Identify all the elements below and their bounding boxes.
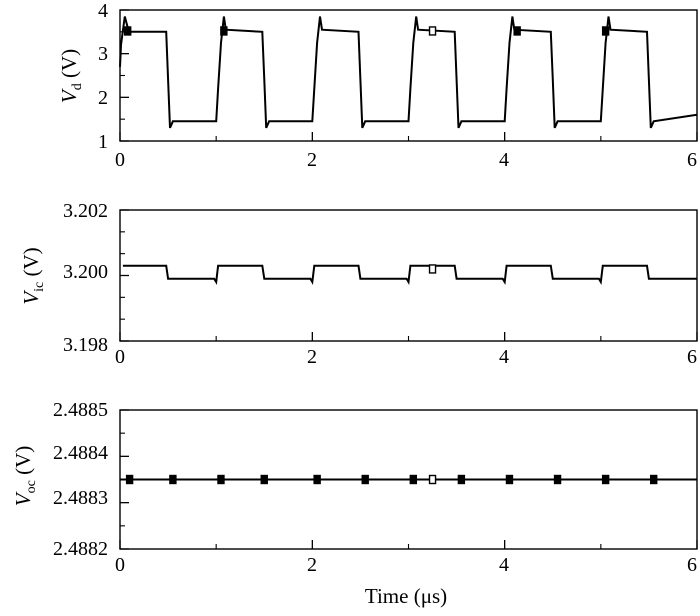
data-marker xyxy=(169,474,177,485)
panel-vic: 3.198 3.200 3.202 0 2 4 6 Vic (V) xyxy=(19,200,698,368)
panel-vd: 1 2 3 4 0 2 4 6 Vd (V) xyxy=(57,0,698,171)
y-axis-title: Vd (V) xyxy=(57,49,85,103)
data-marker xyxy=(220,26,228,36)
x-tick-label: 4 xyxy=(499,346,509,368)
x-tick-label: 0 xyxy=(115,149,125,171)
data-marker xyxy=(260,474,268,485)
data-marker xyxy=(553,474,562,485)
x-tick-label: 0 xyxy=(115,554,125,576)
x-tick-label: 2 xyxy=(307,554,317,576)
y-tick-label: 4 xyxy=(98,0,108,22)
y-tick-label: 2.4883 xyxy=(53,487,108,509)
data-marker xyxy=(313,474,321,485)
y-tick-label: 2 xyxy=(98,87,108,109)
data-marker xyxy=(457,474,466,485)
data-marker xyxy=(601,474,610,485)
data-marker xyxy=(428,26,437,36)
x-tick-label: 6 xyxy=(687,149,697,171)
x-tick-label: 2 xyxy=(307,346,317,368)
x-tick-label: 4 xyxy=(499,554,509,576)
y-tick-label: 2.4884 xyxy=(53,442,108,464)
data-marker xyxy=(217,474,225,485)
data-marker xyxy=(505,474,514,485)
data-marker xyxy=(123,26,132,36)
data-marker xyxy=(428,264,437,274)
data-marker xyxy=(428,474,437,485)
y-tick-label: 3.200 xyxy=(63,261,108,283)
axis-ticks xyxy=(119,409,698,550)
data-marker xyxy=(650,474,658,485)
series-line xyxy=(119,16,698,129)
data-marker xyxy=(125,474,134,485)
data-marker xyxy=(361,474,369,485)
y-tick-label: 1 xyxy=(98,131,108,153)
y-axis-title: Voc (V) xyxy=(11,446,39,506)
plot-marks xyxy=(120,474,697,485)
y-tick-label: 3.198 xyxy=(63,334,108,356)
y-axis-title: Vic (V) xyxy=(19,247,47,304)
x-tick-label: 0 xyxy=(115,346,125,368)
data-marker xyxy=(409,474,418,485)
y-tick-label: 3.202 xyxy=(63,200,108,222)
axis-ticks xyxy=(119,9,698,142)
y-tick-label: 3 xyxy=(98,43,108,65)
x-tick-label: 2 xyxy=(307,149,317,171)
series-line xyxy=(122,264,697,286)
plot-marks xyxy=(119,16,698,129)
axis-ticks xyxy=(119,209,698,342)
data-marker xyxy=(513,26,521,36)
panel-voc: 2.4882 2.4883 2.4884 2.4885 0 2 4 6 Voc … xyxy=(11,399,698,576)
x-axis-title: Time (μs) xyxy=(365,584,447,608)
x-tick-label: 6 xyxy=(687,554,697,576)
x-tick-label: 4 xyxy=(499,149,509,171)
plot-marks xyxy=(122,264,697,286)
x-tick-label: 6 xyxy=(687,346,697,368)
data-marker xyxy=(601,26,610,36)
y-tick-label: 2.4885 xyxy=(53,399,108,421)
y-tick-label: 2.4882 xyxy=(53,538,108,560)
